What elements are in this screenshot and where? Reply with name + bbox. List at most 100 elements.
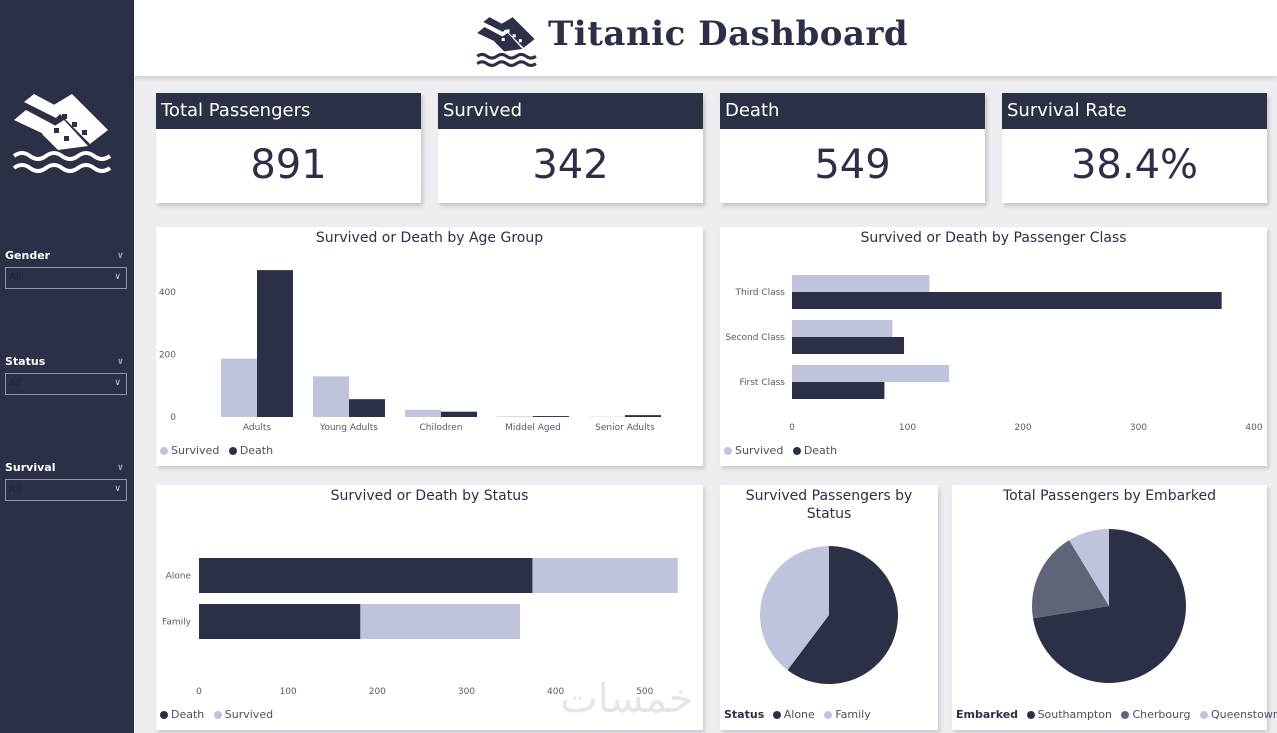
sinking-ship-icon xyxy=(12,94,112,173)
kpi-value: 891 xyxy=(250,142,327,188)
bar-survived xyxy=(313,376,349,417)
kpi-label: Survival Rate xyxy=(1002,93,1267,129)
x-tick-label: 100 xyxy=(899,423,916,433)
kpi-value: 342 xyxy=(532,142,609,188)
legend-item-southampton[interactable]: Southampton xyxy=(1026,708,1112,721)
status-select[interactable]: All ∨ xyxy=(5,373,127,395)
age-group-chart[interactable]: Survived or Death by Age Group 0 200 400 Ad… xyxy=(156,227,703,466)
y-tick-label: 0 xyxy=(170,413,176,423)
legend-item-death[interactable]: Death xyxy=(160,708,204,721)
legend-dot xyxy=(160,447,168,455)
status-bars: Alone Family 0 100 200 300 400 500 xyxy=(162,558,678,697)
legend-label: Alone xyxy=(783,708,815,721)
kpi-death: Death 549 xyxy=(720,93,985,203)
survival-select-value: All xyxy=(9,484,22,495)
legend-item-death[interactable]: Death xyxy=(228,444,274,457)
legend-dot xyxy=(1199,711,1208,719)
legend-dot xyxy=(1121,711,1130,719)
status-pie xyxy=(760,546,898,684)
legend-dot xyxy=(1026,711,1035,719)
x-tick-label: 0 xyxy=(789,423,795,433)
kpi-survived: Survived 342 xyxy=(438,93,703,203)
sidebar: Gender ∨ All ∨ Status ∨ All ∨ Survival ∨ All ∨ xyxy=(0,0,134,733)
legend-item-survived[interactable]: Survived xyxy=(213,708,274,721)
chart-title: Survived or Death by Status xyxy=(330,488,529,504)
age-group-bars: 0 200 400 Adults Young Adults Chilodren Middel… xyxy=(159,270,661,433)
passenger-class-chart[interactable]: Survived or Death by Passenger Class Thi… xyxy=(720,227,1267,466)
embarked-pie xyxy=(1032,529,1186,683)
pie-slice-cherbourg xyxy=(1032,540,1109,619)
legend-item-queenstown[interactable]: Queenstown xyxy=(1199,708,1277,721)
y-tick-label: Alone xyxy=(166,572,192,582)
x-tick-label: 200 xyxy=(1014,423,1031,433)
chart-title: Survived or Death by Passenger Class xyxy=(860,230,1127,246)
legend-dot xyxy=(228,447,237,455)
bar-death xyxy=(792,382,885,399)
legend-item-cherbourg[interactable]: Cherbourg xyxy=(1121,708,1190,721)
gender-select[interactable]: All ∨ xyxy=(5,267,127,289)
legend-item-survived[interactable]: Survived xyxy=(724,444,783,457)
bar-survived xyxy=(497,416,533,417)
bar-survived xyxy=(405,409,441,417)
bar-survived xyxy=(792,275,930,292)
bar-survived xyxy=(532,558,678,593)
chevron-down-icon: ∨ xyxy=(114,378,121,388)
bar-survived xyxy=(360,604,520,639)
chart-title: Survived or Death by Age Group xyxy=(315,230,544,246)
x-tick-label: 400 xyxy=(1245,423,1262,433)
y-tick-label: 400 xyxy=(159,288,176,298)
bar-death xyxy=(349,399,385,417)
legend-label: Queenstown xyxy=(1210,708,1277,721)
legend-title: Status xyxy=(724,708,765,721)
legend-dot xyxy=(213,711,222,719)
sinking-ship-icon xyxy=(476,17,537,67)
chevron-down-icon: ∨ xyxy=(114,484,121,494)
survived-by-status-pie-chart[interactable]: Survived Passengers by Status Status Alo… xyxy=(720,485,938,730)
header: Titanic Dashboard xyxy=(134,0,1277,76)
pie-slice-family xyxy=(760,546,829,671)
status-filter-label: Status xyxy=(5,355,46,368)
status-chart[interactable]: Survived or Death by Status Alone Family 0… xyxy=(156,485,703,730)
y-tick-label: 200 xyxy=(159,351,176,361)
legend-label: Survived xyxy=(224,708,274,721)
y-tick-label: Second Class xyxy=(725,333,785,343)
survival-select[interactable]: All ∨ xyxy=(5,479,127,501)
legend-item-family[interactable]: Family xyxy=(824,708,871,721)
y-tick-label: First Class xyxy=(740,378,786,388)
x-tick-label: 300 xyxy=(458,687,475,697)
y-tick-label: Third Class xyxy=(735,288,786,298)
bar-death xyxy=(257,270,293,417)
survival-filter: Survival ∨ All ∨ xyxy=(5,461,127,501)
legend-label: Survived xyxy=(171,444,220,457)
legend-item-survived[interactable]: Survived xyxy=(160,444,219,457)
embarked-pie-chart[interactable]: Total Passengers by Embarked Embarked So… xyxy=(952,485,1277,730)
legend-item-alone[interactable]: Alone xyxy=(772,708,815,721)
bar-survived xyxy=(792,320,893,337)
bar-death xyxy=(199,558,533,593)
chevron-down-icon[interactable]: ∨ xyxy=(116,251,124,261)
kpi-value: 38.4% xyxy=(1070,142,1199,188)
chart-legend: Status Alone Family xyxy=(724,708,877,721)
status-filter: Status ∨ All ∨ xyxy=(5,355,127,395)
legend-item-death[interactable]: Death xyxy=(792,444,837,457)
legend-label: Cherbourg xyxy=(1132,708,1191,721)
kpi-total-passengers: Total Passengers 891 xyxy=(156,93,421,203)
passenger-class-bars: Third Class Second Class First Class 0 100 20… xyxy=(725,275,1263,433)
x-tick-label: Adults xyxy=(243,423,271,433)
chevron-down-icon[interactable]: ∨ xyxy=(116,463,124,473)
x-tick-label: 100 xyxy=(280,687,297,697)
page-title: Titanic Dashboard xyxy=(548,14,909,54)
legend-label: Family xyxy=(835,708,871,721)
legend-title: Embarked xyxy=(956,708,1019,721)
pie-slice-southampton xyxy=(1032,529,1186,683)
x-tick-label: Senior Adults xyxy=(595,423,655,433)
gender-filter: Gender ∨ All ∨ xyxy=(5,249,127,289)
survival-filter-label: Survival xyxy=(5,461,56,474)
legend-label: Death xyxy=(239,444,274,457)
chart-legend: Embarked Southampton Cherbourg Queenstow… xyxy=(956,708,1277,721)
x-tick-label: 300 xyxy=(1130,423,1147,433)
chevron-down-icon[interactable]: ∨ xyxy=(116,357,124,367)
kpi-survival-rate: Survival Rate 38.4% xyxy=(1002,93,1267,203)
x-tick-label: Middel Aged xyxy=(505,423,561,433)
kpi-label: Survived xyxy=(438,93,703,129)
